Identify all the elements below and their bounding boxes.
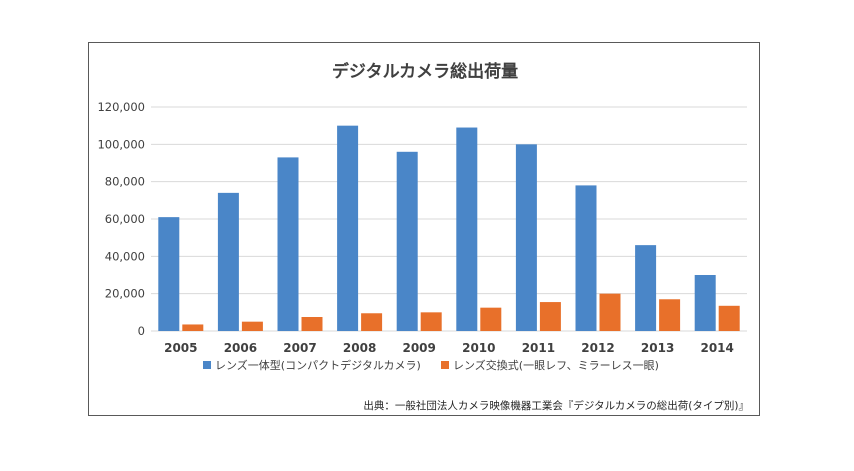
y-tick-label: 20,000 [105, 287, 145, 301]
y-tick-label: 120,000 [97, 100, 145, 114]
bar-interchangeable [241, 321, 263, 331]
x-tick-label: 2005 [164, 341, 197, 355]
x-tick-label: 2012 [581, 341, 614, 355]
bar-interchangeable [539, 302, 561, 331]
bar-compact [694, 275, 716, 331]
y-tick-label: 100,000 [97, 137, 145, 151]
legend: レンズ一体型(コンパクトデジタルカメラ) レンズ交換式(一眼レフ、ミラーレス一眼) [203, 358, 659, 372]
bar-compact [217, 192, 239, 331]
bar-compact [396, 151, 418, 331]
x-tick-label: 2009 [402, 341, 435, 355]
x-axis-ticks: 2005 2006 2007 2008 2009 2010 2011 2012 2013 2014 [164, 341, 734, 355]
bars [158, 125, 740, 332]
bar-interchangeable [182, 324, 204, 331]
bar-compact [635, 245, 657, 331]
bar-interchangeable [420, 312, 442, 331]
bar-interchangeable [599, 293, 621, 331]
x-tick-label: 2006 [224, 341, 257, 355]
chart-frame: デジタルカメラ総出荷量 0 20,000 40,000 60,000 80,000 100… [88, 42, 760, 416]
x-tick-label: 2011 [522, 341, 555, 355]
source-note: 出典：一般社団法人カメラ映像機器工業会『デジタルカメラの総出荷(タイプ別)』 [363, 399, 749, 412]
legend-label: レンズ一体型(コンパクトデジタルカメラ) [215, 358, 421, 372]
y-tick-label: 0 [138, 324, 145, 338]
x-tick-label: 2013 [641, 341, 674, 355]
y-tick-label: 40,000 [105, 249, 145, 263]
bar-interchangeable [301, 317, 323, 331]
legend-label: レンズ交換式(一眼レフ、ミラーレス一眼) [453, 358, 659, 372]
x-tick-label: 2008 [343, 341, 376, 355]
bar-compact [158, 217, 180, 331]
bar-interchangeable [659, 299, 681, 331]
gridlines [151, 106, 747, 332]
legend-swatch [203, 361, 211, 369]
bar-interchangeable [718, 305, 740, 331]
bar-compact [575, 185, 597, 331]
x-tick-label: 2014 [700, 341, 733, 355]
bar-chart: デジタルカメラ総出荷量 0 20,000 40,000 60,000 80,000 100… [97, 61, 749, 412]
y-tick-label: 60,000 [105, 212, 145, 226]
bar-compact [337, 125, 359, 332]
x-tick-label: 2007 [283, 341, 316, 355]
bar-compact [456, 127, 478, 332]
x-tick-label: 2010 [462, 341, 495, 355]
chart-title: デジタルカメラ総出荷量 [332, 61, 518, 82]
bar-interchangeable [361, 313, 383, 331]
legend-swatch [441, 361, 449, 369]
bar-compact [515, 144, 537, 331]
bar-compact [277, 157, 299, 331]
y-axis-ticks: 0 20,000 40,000 60,000 80,000 100,000 120,000 [97, 100, 145, 338]
y-tick-label: 80,000 [105, 175, 145, 189]
bar-interchangeable [480, 307, 502, 331]
